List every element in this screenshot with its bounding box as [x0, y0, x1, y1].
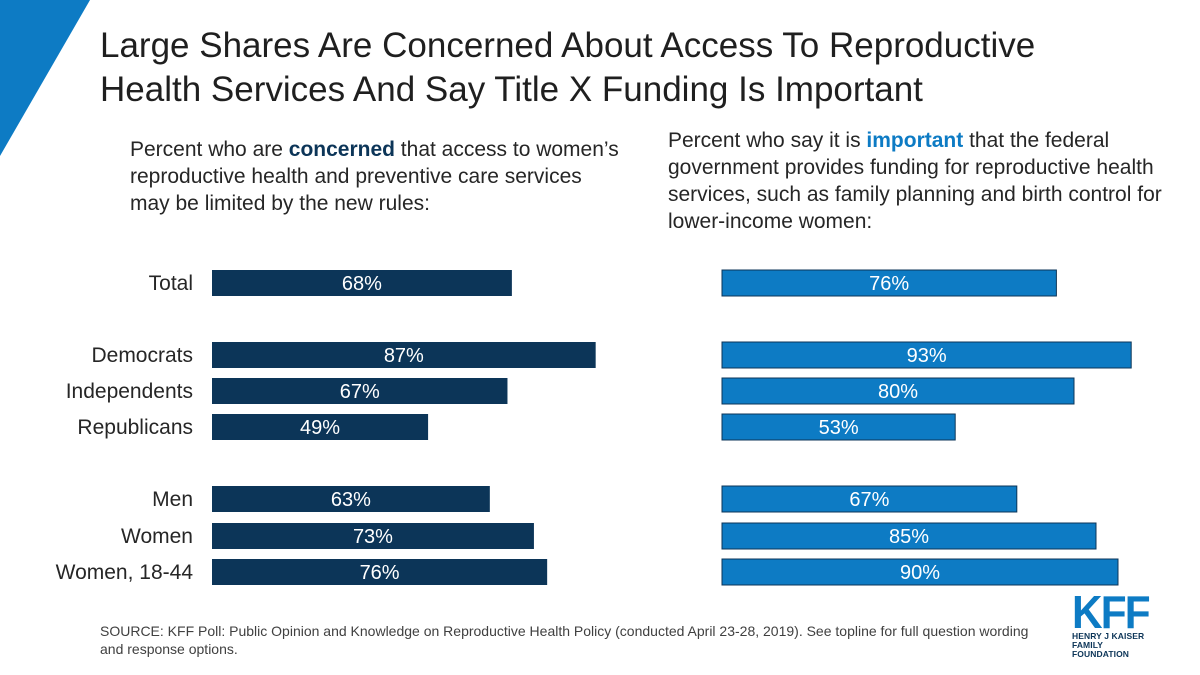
- right-subtitle-prefix: Percent who say it is: [668, 129, 867, 152]
- bar-value-label: 68%: [342, 273, 382, 295]
- bar-value-label: 49%: [300, 417, 340, 439]
- bar-value-label: 76%: [360, 562, 400, 584]
- right-subtitle-suffix: that the federal government provides fun…: [668, 129, 1162, 233]
- page-title: Large Shares Are Concerned About Access …: [100, 24, 1160, 112]
- bar-value-label: 85%: [889, 526, 929, 548]
- category-label: Democrats: [91, 344, 193, 367]
- bar-value-label: 53%: [819, 417, 859, 439]
- bar: [721, 558, 1119, 586]
- bar: [721, 341, 1132, 369]
- bar: [721, 485, 1018, 513]
- bar: [721, 413, 956, 441]
- title-line-2: Health Services And Say Title X Funding …: [100, 70, 923, 109]
- bar-value-label: 93%: [907, 345, 947, 367]
- corner-accent-triangle: [0, 0, 90, 156]
- left-subtitle-keyword: concerned: [288, 138, 395, 161]
- bar-value-label: 80%: [878, 381, 918, 403]
- bar-value-label: 63%: [331, 489, 371, 511]
- bar-value-label: 73%: [353, 526, 393, 548]
- bar: [212, 523, 534, 549]
- logo-wordmark: KFF: [1072, 586, 1151, 638]
- bar: [212, 342, 596, 368]
- source-note: SOURCE: KFF Poll: Public Opinion and Kno…: [100, 623, 1029, 657]
- left-subtitle-suffix: that access to women’s reproductive heal…: [130, 138, 619, 215]
- category-label: Men: [152, 488, 193, 511]
- bar: [212, 486, 490, 512]
- bar-value-label: 87%: [384, 345, 424, 367]
- logo-line-2: FAMILY FOUNDATION: [1072, 640, 1130, 659]
- left-panel-subtitle: Percent who are concerned that access to…: [130, 136, 620, 217]
- category-label: Republicans: [77, 416, 193, 439]
- bar-value-label: 67%: [340, 381, 380, 403]
- category-label: Women, 18-44: [56, 561, 194, 584]
- kff-logo: KFF HENRY J KAISER FAMILY FOUNDATION: [1072, 586, 1162, 659]
- bar-value-label: 90%: [900, 562, 940, 584]
- bar: [212, 270, 512, 296]
- bar: [721, 377, 1075, 405]
- category-label: Independents: [66, 380, 193, 403]
- left-subtitle-prefix: Percent who are: [130, 138, 289, 161]
- bar: [212, 414, 429, 440]
- bar-value-label: 76%: [869, 273, 909, 295]
- category-label: Total: [149, 272, 193, 295]
- bar: [721, 522, 1097, 550]
- bar: [721, 269, 1057, 297]
- right-subtitle-keyword: important: [866, 129, 964, 152]
- right-panel-subtitle: Percent who say it is important that the…: [668, 127, 1168, 235]
- bar: [212, 378, 508, 404]
- bar-value-label: 67%: [849, 489, 889, 511]
- category-label: Women: [121, 525, 193, 548]
- bar: [212, 559, 548, 585]
- title-line-1: Large Shares Are Concerned About Access …: [100, 26, 1036, 65]
- logo-line-1: HENRY J KAISER: [1072, 631, 1145, 641]
